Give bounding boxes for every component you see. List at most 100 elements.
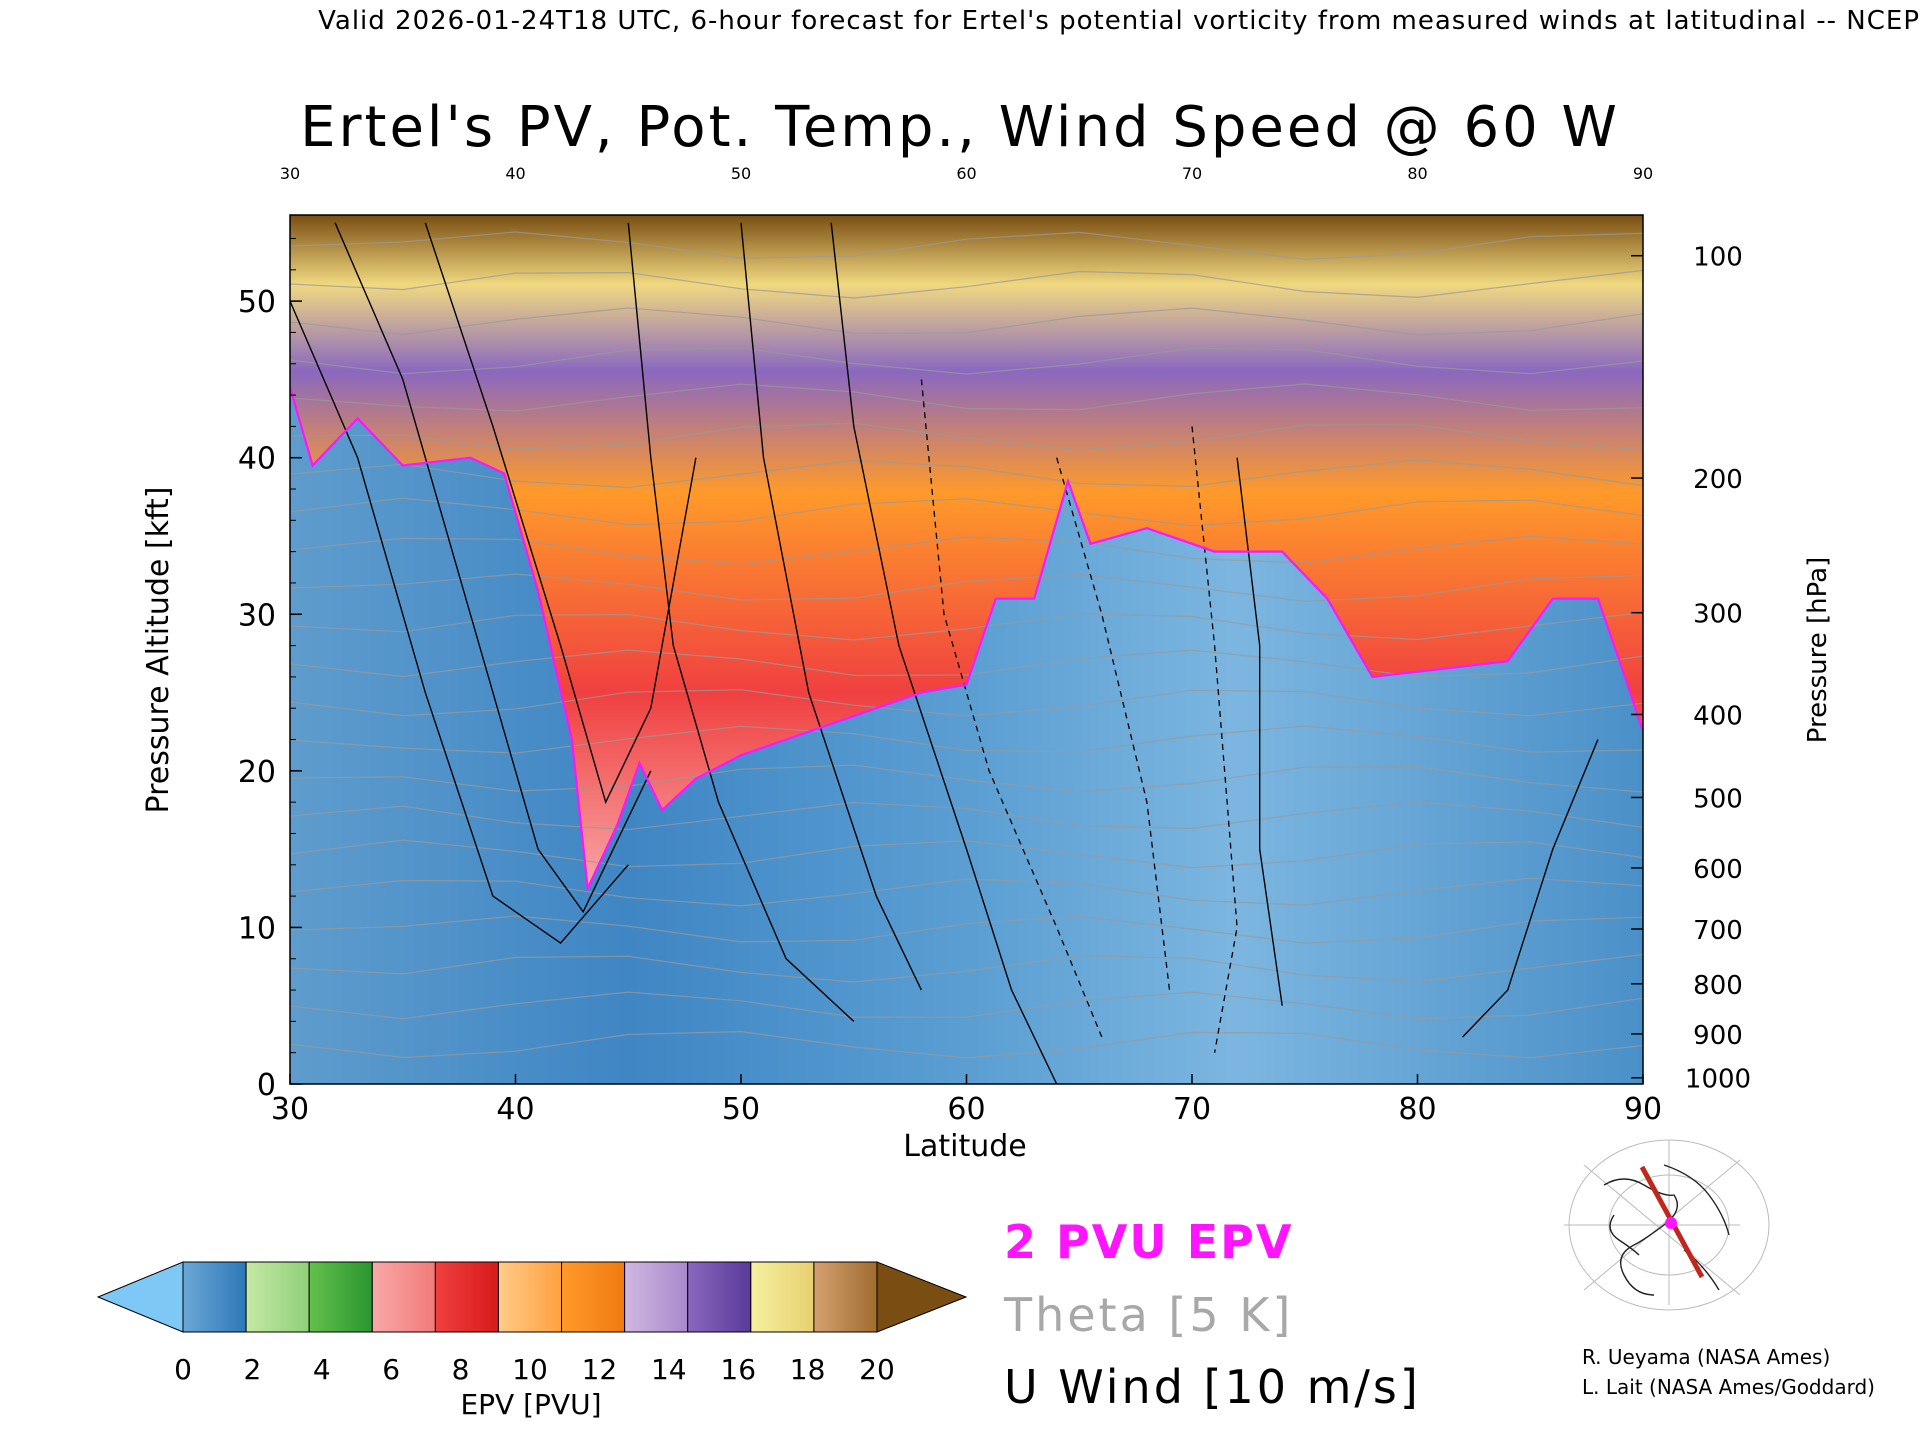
theta-contour-line (290, 269, 1643, 299)
x-axis: 30 40 50 60 70 80 90 (271, 1074, 1662, 1127)
colorbar-under-arrow (96, 1261, 184, 1333)
y-tick-label: 40 (238, 442, 276, 477)
theta-contour-line (290, 347, 1643, 375)
x-top-tick-label: 70 (1182, 164, 1202, 183)
theta-contour-line (290, 307, 1643, 336)
theta-contour-line (290, 801, 1643, 831)
theta-contour-line (290, 953, 1643, 983)
colorbar-segment (308, 1261, 373, 1333)
x-axis-title: Latitude (903, 1129, 1026, 1164)
colorbar-tick-label: 10 (512, 1353, 548, 1386)
map-inset (1544, 1139, 1770, 1311)
colorbar-segment (750, 1261, 815, 1333)
pressure-tick-label: 500 (1693, 784, 1743, 814)
theta-contour-line (290, 689, 1643, 717)
wind-contour-line-easterly (920, 379, 1103, 1038)
theta-contour-line (290, 877, 1643, 907)
credit-line: L. Lait (NASA Ames/Goddard) (1582, 1375, 1875, 1399)
colorbar-segment (624, 1261, 689, 1333)
theta-contour-line (290, 839, 1643, 869)
y-axis-title: Pressure Altitude [kft] (141, 487, 176, 814)
pressure-axis: 100 200 300 400 500 600 700 800 900 1000 (1631, 243, 1751, 1095)
wind-contour-line (424, 222, 697, 805)
theta-contour-line (290, 915, 1643, 944)
map-background (1544, 1155, 1740, 1303)
x-tick-label: 60 (947, 1092, 985, 1127)
colorbar-tick-label: 16 (720, 1353, 756, 1386)
colorbar-segment (561, 1261, 626, 1333)
theta-contour-line (290, 231, 1643, 261)
pressure-tick-label: 700 (1693, 916, 1743, 946)
pressure-tick-label: 400 (1693, 701, 1743, 731)
x-top-tick-label: 90 (1633, 164, 1653, 183)
colorbar-tick-label: 6 (382, 1353, 400, 1386)
forecast-valid-line: Valid 2026-01-24T18 UTC, 6-hour forecast… (318, 6, 1920, 36)
theta-contour-line (290, 764, 1643, 793)
theta-contour-line (290, 1030, 1643, 1059)
colorbar-tick-label: 4 (313, 1353, 331, 1386)
colorbar-label: EPV [PVU] (460, 1388, 601, 1421)
map-coastlines (1603, 1164, 1730, 1296)
pressure-tick-label: 600 (1693, 855, 1743, 885)
colorbar-tick-label: 12 (582, 1353, 618, 1386)
colorbar-segment (182, 1261, 247, 1333)
map-section-marker (1665, 1217, 1677, 1229)
colorbar-tick-label: 18 (790, 1353, 826, 1386)
epv-field (290, 215, 1643, 1084)
y-axis: 0 10 20 30 40 50 (238, 237, 302, 1103)
colorbar: 0 2 4 6 8 10 12 14 16 18 20 (96, 1261, 968, 1386)
x-top-tick-label: 50 (731, 164, 751, 183)
colorbar-tick-label: 14 (651, 1353, 687, 1386)
wind-contour-line (627, 222, 855, 1022)
x-top-tick-label: 30 (280, 164, 300, 183)
colorbar-segment (497, 1261, 563, 1333)
y-tick-label: 50 (238, 285, 276, 320)
pv2-contour (290, 386, 1643, 893)
pressure-tick-label: 800 (1693, 971, 1743, 1001)
wind-contour-line (740, 222, 923, 991)
y-tick-label: 30 (238, 598, 276, 633)
theta-contour-line (290, 649, 1643, 678)
credit-line: R. Ueyama (NASA Ames) (1582, 1345, 1831, 1369)
theta-contour-line (290, 535, 1643, 565)
map-graticule (1564, 1139, 1770, 1311)
theta-contour-line (290, 725, 1643, 754)
x-tick-label: 40 (496, 1092, 534, 1127)
theta-contours (290, 231, 1643, 1059)
colorbar-over-arrow (876, 1261, 968, 1333)
theta-contour-line (290, 422, 1643, 451)
chart-title: Ertel's PV, Pot. Temp., Wind Speed @ 60 … (300, 95, 1620, 160)
x-top-tick-label: 80 (1407, 164, 1427, 183)
x-tick-label: 70 (1173, 1092, 1211, 1127)
legend-epv-contour: 2 PVU EPV (1004, 1215, 1294, 1269)
legend-theta-contour: Theta [5 K] (1004, 1288, 1294, 1342)
troposphere-fill (290, 387, 1643, 1084)
x-tick-label: 90 (1624, 1092, 1662, 1127)
y-tick-label: 20 (238, 755, 276, 790)
wind-contour-line (1462, 739, 1599, 1038)
pressure-tick-label: 1000 (1685, 1065, 1751, 1095)
y-tick-label: 0 (257, 1068, 276, 1103)
colorbar-tick-label: 8 (452, 1353, 470, 1386)
colorbar-segment (434, 1261, 499, 1333)
wind-contour-line (830, 222, 1058, 1084)
x-tick-label: 80 (1398, 1092, 1436, 1127)
legend-wind-contour: U Wind [10 m/s] (1004, 1360, 1421, 1414)
colorbar-segment (813, 1261, 878, 1333)
x-top-tick-label: 40 (505, 164, 525, 183)
colorbar-segment (687, 1261, 752, 1333)
theta-contour-line (290, 383, 1643, 412)
pressure-tick-label: 100 (1693, 243, 1743, 273)
colorbar-segment (371, 1261, 436, 1333)
credits: R. Ueyama (NASA Ames) L. Lait (NASA Ames… (1582, 1342, 1875, 1402)
theta-contour-line (290, 991, 1643, 1020)
colorbar-tick-label: 20 (859, 1353, 895, 1386)
pressure-tick-label: 900 (1693, 1021, 1743, 1051)
pressure-axis-title: Pressure [hPa] (1803, 557, 1833, 744)
theta-contour-line (290, 573, 1643, 602)
pressure-tick-label: 300 (1693, 600, 1743, 630)
theta-contour-line (290, 459, 1643, 489)
x-tick-label: 50 (722, 1092, 760, 1127)
theta-contour-line (290, 611, 1643, 641)
